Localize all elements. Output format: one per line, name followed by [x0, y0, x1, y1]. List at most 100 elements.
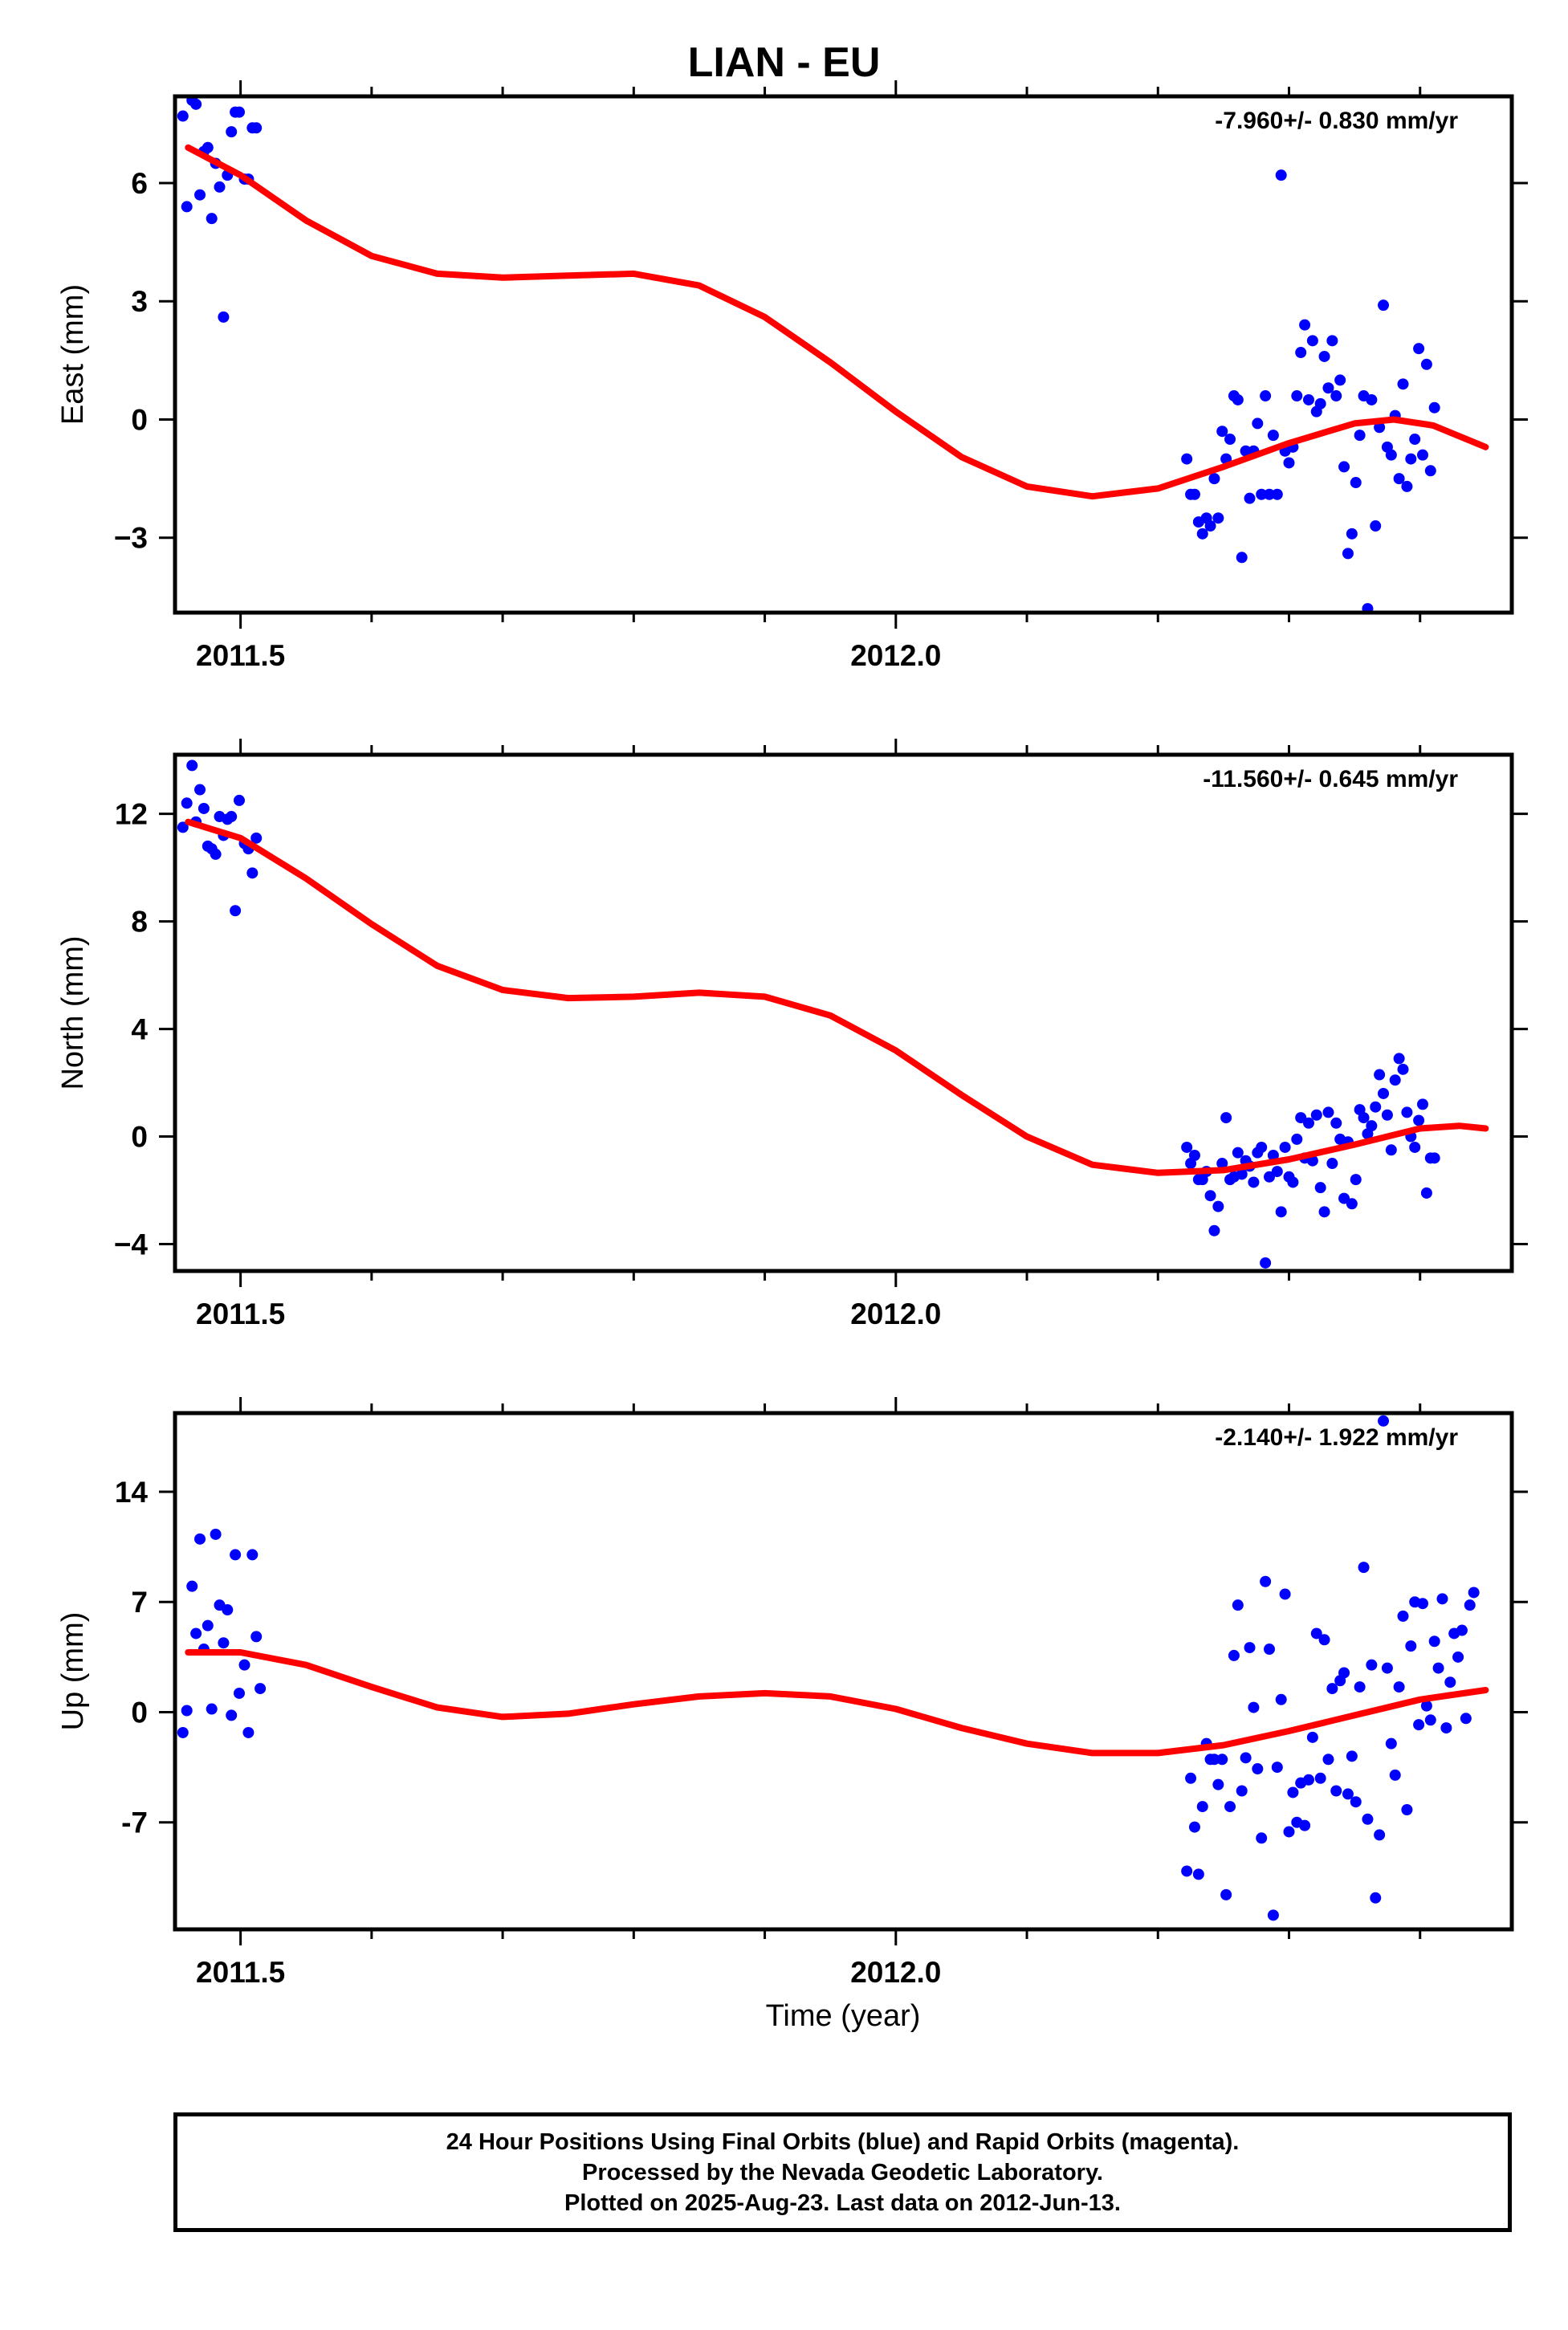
up-y-tick-label-3: 14 — [115, 1476, 149, 1509]
north-point-80 — [1420, 1187, 1432, 1199]
east-rate-label: -7.960+/- 0.830 mm/yr — [1215, 108, 1458, 134]
up-point-4 — [194, 1533, 206, 1545]
east-point-32 — [1232, 393, 1244, 405]
up-point-56 — [1322, 1754, 1334, 1766]
north-point-21 — [1188, 1149, 1200, 1161]
east-x-tick-label-0: 2011.5 — [196, 639, 285, 672]
east-point-28 — [1216, 426, 1228, 438]
up-point-23 — [1192, 1868, 1204, 1880]
up-point-86 — [1440, 1722, 1452, 1734]
x-axis-label: Time (year) — [766, 1999, 921, 2033]
north-point-17 — [246, 867, 259, 879]
up-point-77 — [1405, 1640, 1417, 1652]
east-y-tick-label-3: 6 — [131, 167, 148, 200]
up-point-43 — [1271, 1762, 1283, 1774]
east-point-59 — [1338, 461, 1350, 473]
east-point-73 — [1393, 473, 1405, 485]
north-point-42 — [1271, 1166, 1283, 1178]
up-point-13 — [230, 1549, 242, 1561]
east-point-26 — [1208, 473, 1220, 485]
east-point-10 — [218, 311, 230, 323]
up-point-44 — [1275, 1693, 1287, 1705]
east-x-tick-label-1: 2012.0 — [850, 639, 941, 672]
east-y-axis-label: East (mm) — [56, 284, 90, 425]
east-point-42 — [1271, 488, 1283, 500]
east-point-27 — [1212, 512, 1224, 524]
up-point-54 — [1314, 1772, 1326, 1784]
north-point-78 — [1413, 1114, 1425, 1126]
east-point-58 — [1334, 374, 1346, 386]
north-point-5 — [198, 802, 210, 814]
north-point-57 — [1330, 1117, 1342, 1129]
up-plot-frame — [173, 1411, 1514, 1932]
north-point-48 — [1295, 1112, 1307, 1124]
up-point-81 — [1420, 1700, 1432, 1712]
north-y-tick-label-0: −4 — [114, 1228, 149, 1261]
up-point-11 — [222, 1604, 234, 1616]
east-point-12 — [226, 126, 238, 138]
up-point-40 — [1260, 1575, 1272, 1587]
up-point-91 — [1460, 1713, 1472, 1725]
up-point-35 — [1240, 1752, 1252, 1764]
up-point-22 — [1188, 1821, 1200, 1833]
up-point-41 — [1264, 1644, 1276, 1656]
north-point-70 — [1381, 1109, 1393, 1121]
north-point-71 — [1385, 1144, 1397, 1156]
up-point-55 — [1318, 1634, 1330, 1646]
up-point-32 — [1228, 1649, 1240, 1661]
up-point-93 — [1468, 1587, 1480, 1599]
up-point-64 — [1354, 1681, 1366, 1693]
up-point-61 — [1342, 1788, 1354, 1800]
up-point-7 — [206, 1703, 218, 1715]
north-point-62 — [1350, 1174, 1362, 1186]
north-y-axis-label: North (mm) — [56, 935, 90, 1090]
east-point-33 — [1236, 552, 1248, 564]
north-point-73 — [1393, 1053, 1405, 1065]
up-point-15 — [238, 1659, 250, 1671]
east-y-tick-label-1: 0 — [131, 403, 148, 436]
up-point-90 — [1456, 1624, 1468, 1636]
east-point-4 — [194, 189, 206, 201]
east-point-69 — [1378, 299, 1390, 312]
north-point-0 — [177, 821, 189, 833]
east-fit-line — [185, 144, 1489, 500]
north-point-46 — [1287, 1176, 1299, 1188]
up-point-24 — [1196, 1801, 1208, 1813]
up-point-58 — [1330, 1785, 1342, 1797]
east-point-79 — [1417, 449, 1428, 461]
north-point-50 — [1302, 1117, 1314, 1129]
up-point-63 — [1350, 1796, 1362, 1808]
east-point-68 — [1374, 422, 1386, 434]
up-point-84 — [1432, 1662, 1444, 1674]
up-y-tick-label-1: 0 — [131, 1696, 148, 1729]
north-point-79 — [1417, 1098, 1428, 1110]
east-point-53 — [1314, 397, 1326, 409]
north-point-39 — [1260, 1257, 1272, 1269]
up-point-68 — [1370, 1892, 1382, 1904]
up-point-52 — [1306, 1731, 1318, 1743]
up-point-66 — [1362, 1813, 1374, 1825]
footer-line-1: 24 Hour Positions Using Final Orbits (bl… — [446, 2128, 1240, 2155]
east-point-81 — [1424, 465, 1436, 477]
east-point-35 — [1244, 492, 1256, 504]
east-point-19 — [1181, 453, 1193, 465]
east-y-tick-label-2: 3 — [131, 285, 148, 318]
up-point-72 — [1385, 1737, 1397, 1750]
up-point-30 — [1220, 1888, 1232, 1900]
north-fit-line — [185, 818, 1489, 1176]
north-point-44 — [1279, 1141, 1291, 1153]
up-point-14 — [233, 1687, 245, 1699]
up-point-21 — [1185, 1772, 1197, 1784]
north-plot-frame — [173, 752, 1514, 1273]
east-point-63 — [1354, 430, 1366, 442]
up-point-79 — [1413, 1719, 1425, 1731]
up-point-38 — [1252, 1763, 1264, 1775]
north-y-tick-label-1: 0 — [131, 1121, 148, 1154]
north-point-27 — [1212, 1200, 1224, 1212]
east-point-50 — [1302, 393, 1314, 405]
up-point-20 — [1181, 1865, 1193, 1877]
east-point-1 — [181, 201, 193, 213]
up-point-47 — [1287, 1786, 1299, 1798]
north-point-25 — [1204, 1190, 1216, 1202]
up-y-tick-label-0: -7 — [121, 1807, 148, 1839]
